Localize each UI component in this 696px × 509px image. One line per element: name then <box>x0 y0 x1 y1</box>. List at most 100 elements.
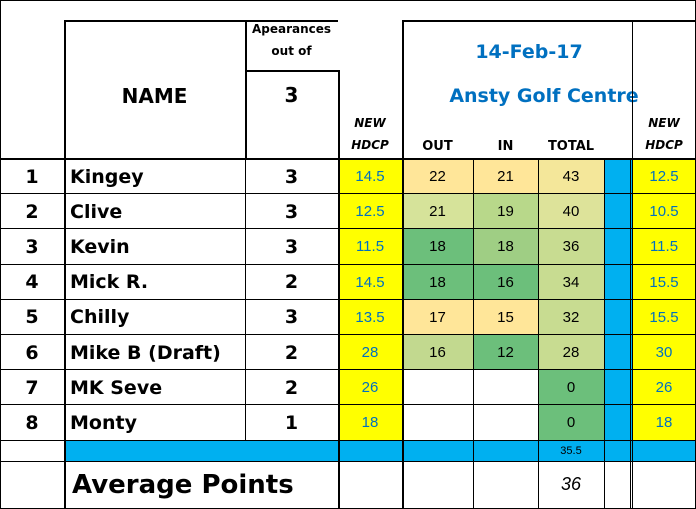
out-score-cell: 21 <box>402 194 473 230</box>
total-score-cell: 0 <box>538 405 604 441</box>
new-hdcp-left-2: HDCP <box>351 138 389 152</box>
handicap-cell: 11.5 <box>338 229 402 265</box>
total-score-cell: 0 <box>538 370 604 406</box>
new-handicap-cell: 30 <box>632 335 696 371</box>
in-score-cell: 15 <box>473 299 538 335</box>
grid-line <box>630 159 631 508</box>
grid-line <box>473 159 474 508</box>
grid-line <box>245 70 338 72</box>
player-name-cell: Monty <box>70 411 137 434</box>
average-points-label: Average Points <box>72 469 294 500</box>
out-score-cell: 17 <box>402 299 473 335</box>
total-score-cell: 36 <box>538 229 604 265</box>
handicap-cell: 14.5 <box>338 264 402 300</box>
in-score-cell: 18 <box>473 229 538 265</box>
venue-header: Ansty Golf Centre <box>449 85 639 107</box>
in-score-cell <box>473 405 538 441</box>
grid-line <box>632 20 633 159</box>
appearances-cell: 3 <box>284 200 299 223</box>
appearances-cell: 2 <box>284 341 299 364</box>
appearances-label-2: out of <box>271 44 312 58</box>
player-name-cell: Mick R. <box>70 271 149 294</box>
total-score-cell: 40 <box>538 194 604 230</box>
appearances-cell: 3 <box>284 306 299 329</box>
new-hdcp-right-2: HDCP <box>645 138 683 152</box>
appearances-cell: 2 <box>284 376 299 399</box>
grid-line <box>245 20 247 159</box>
handicap-cell: 14.5 <box>338 159 402 195</box>
appearances-cell: 3 <box>284 235 299 258</box>
rank-cell: 4 <box>25 271 39 294</box>
grid-line <box>0 369 696 371</box>
handicap-cell: 28 <box>338 335 402 371</box>
handicap-cell: 12.5 <box>338 194 402 230</box>
player-name-cell: Chilly <box>70 306 130 329</box>
in-score-cell <box>473 370 538 406</box>
total-small-value: 35.5 <box>560 444 582 457</box>
grid-line <box>604 159 605 508</box>
grid-line <box>0 439 696 441</box>
rank-cell: 2 <box>25 200 39 223</box>
out-header: OUT <box>422 138 453 154</box>
grid-line <box>0 334 696 335</box>
grid-line <box>402 20 696 22</box>
in-score-cell: 12 <box>473 335 538 371</box>
appearances-cell: 1 <box>284 411 299 434</box>
grid-line <box>0 0 1 509</box>
handicap-cell: 13.5 <box>338 299 402 335</box>
new-handicap-cell: 11.5 <box>632 229 696 265</box>
new-hdcp-left-1: NEW <box>354 116 386 130</box>
appearances-cell: 3 <box>284 165 299 188</box>
in-score-cell: 16 <box>473 264 538 300</box>
grid-line <box>0 298 696 300</box>
rank-cell: 5 <box>25 306 39 329</box>
grid-line <box>0 158 696 160</box>
out-score-cell <box>402 405 473 441</box>
grid-line <box>245 159 246 441</box>
average-points-value: 36 <box>560 474 582 495</box>
new-handicap-cell: 15.5 <box>632 299 696 335</box>
out-score-cell <box>402 370 473 406</box>
total-score-cell: 43 <box>538 159 604 195</box>
handicap-cell: 26 <box>338 370 402 406</box>
out-score-cell: 16 <box>402 335 473 371</box>
rank-cell: 3 <box>25 235 39 258</box>
in-header: IN <box>497 138 514 154</box>
player-name-cell: Clive <box>70 200 123 223</box>
grid-line <box>0 193 696 195</box>
handicap-cell: 18 <box>338 405 402 441</box>
rank-cell: 6 <box>25 341 39 364</box>
total-score-cell: 34 <box>538 264 604 300</box>
rank-cell: 1 <box>25 165 39 188</box>
grid-line <box>0 460 696 462</box>
cyan-divider-column <box>604 159 632 441</box>
rank-cell: 8 <box>25 411 39 434</box>
in-score-cell: 19 <box>473 194 538 230</box>
grid-line <box>0 228 696 230</box>
player-name-cell: Mike B (Draft) <box>70 341 221 364</box>
grid-line <box>538 159 539 508</box>
player-name-cell: MK Seve <box>70 376 163 399</box>
date-header: 14-Feb-17 <box>475 41 583 63</box>
rank-cell: 7 <box>25 376 39 399</box>
appearances-total: 3 <box>284 83 299 107</box>
total-score-cell: 32 <box>538 299 604 335</box>
out-score-cell: 22 <box>402 159 473 195</box>
out-score-cell: 18 <box>402 264 473 300</box>
player-name-cell: Kevin <box>70 235 130 258</box>
new-hdcp-right-1: NEW <box>648 116 680 130</box>
appearances-cell: 2 <box>284 271 299 294</box>
grid-line <box>0 0 696 1</box>
new-handicap-cell: 18 <box>632 405 696 441</box>
grid-line <box>0 263 696 265</box>
new-handicap-cell: 12.5 <box>632 159 696 195</box>
out-score-cell: 18 <box>402 229 473 265</box>
grid-line <box>64 20 338 22</box>
total-score-cell: 28 <box>538 335 604 371</box>
name-header: NAME <box>121 84 188 108</box>
grid-line <box>632 159 633 508</box>
grid-line <box>0 404 696 406</box>
new-handicap-cell: 10.5 <box>632 194 696 230</box>
grid-line <box>338 70 340 508</box>
